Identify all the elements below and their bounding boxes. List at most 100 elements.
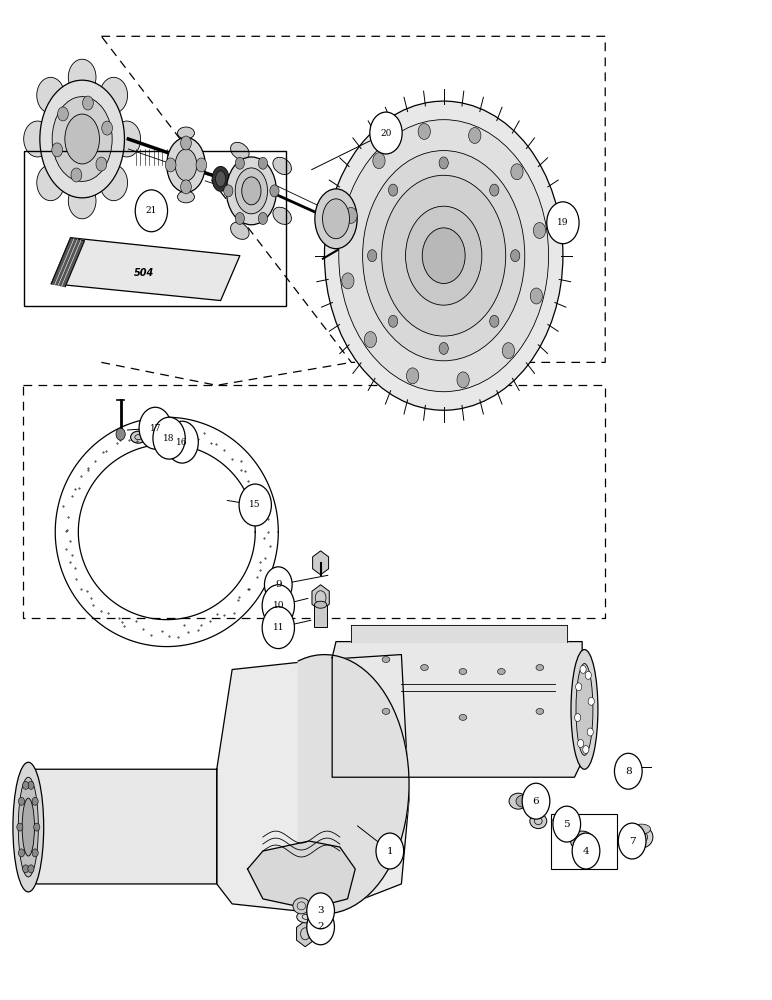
Text: 7: 7	[629, 837, 635, 846]
Ellipse shape	[459, 714, 467, 720]
Circle shape	[367, 250, 377, 262]
Ellipse shape	[242, 177, 261, 205]
Text: 1: 1	[387, 847, 393, 856]
Ellipse shape	[571, 650, 598, 769]
Ellipse shape	[231, 222, 249, 239]
Ellipse shape	[175, 149, 197, 181]
Ellipse shape	[323, 199, 350, 239]
Circle shape	[139, 407, 171, 449]
Circle shape	[615, 753, 642, 789]
Circle shape	[422, 228, 466, 284]
Polygon shape	[298, 655, 409, 914]
Circle shape	[265, 567, 292, 603]
Ellipse shape	[571, 831, 594, 851]
Ellipse shape	[40, 80, 124, 198]
Ellipse shape	[130, 431, 146, 443]
Circle shape	[166, 421, 198, 463]
Circle shape	[533, 223, 546, 238]
Ellipse shape	[231, 142, 249, 160]
Text: 20: 20	[381, 129, 391, 138]
Ellipse shape	[382, 708, 390, 714]
Circle shape	[113, 121, 141, 157]
Circle shape	[511, 164, 523, 180]
Circle shape	[489, 184, 499, 196]
Circle shape	[418, 123, 431, 139]
Circle shape	[342, 273, 354, 289]
Circle shape	[165, 158, 176, 172]
Bar	[314, 605, 327, 627]
Ellipse shape	[215, 171, 225, 187]
Ellipse shape	[530, 814, 547, 829]
Text: 6: 6	[533, 797, 540, 806]
Circle shape	[388, 184, 398, 196]
Ellipse shape	[315, 189, 357, 249]
Circle shape	[579, 837, 585, 845]
Text: 5: 5	[564, 820, 570, 829]
Bar	[169, 437, 180, 451]
Circle shape	[24, 121, 52, 157]
Circle shape	[388, 315, 398, 327]
Circle shape	[32, 797, 39, 805]
Ellipse shape	[22, 798, 35, 856]
Circle shape	[196, 158, 207, 172]
Ellipse shape	[382, 657, 390, 663]
Circle shape	[364, 332, 377, 348]
Ellipse shape	[235, 168, 268, 214]
Polygon shape	[217, 655, 409, 914]
Circle shape	[100, 77, 127, 113]
Ellipse shape	[57, 98, 84, 120]
Ellipse shape	[536, 708, 543, 714]
Text: 2: 2	[317, 922, 324, 931]
Circle shape	[587, 728, 594, 736]
Circle shape	[262, 607, 294, 649]
Circle shape	[135, 190, 168, 232]
Circle shape	[22, 781, 29, 789]
Ellipse shape	[13, 762, 44, 892]
Circle shape	[577, 740, 584, 747]
Circle shape	[270, 185, 279, 197]
Circle shape	[381, 175, 506, 336]
Circle shape	[553, 806, 581, 842]
Circle shape	[37, 77, 64, 113]
Circle shape	[34, 823, 40, 831]
Circle shape	[96, 157, 107, 171]
Circle shape	[68, 59, 96, 95]
Circle shape	[116, 428, 125, 440]
Ellipse shape	[536, 665, 543, 671]
Ellipse shape	[273, 157, 292, 175]
Ellipse shape	[178, 191, 195, 203]
Circle shape	[224, 185, 233, 197]
Text: 9: 9	[275, 580, 282, 589]
Circle shape	[439, 157, 449, 169]
Circle shape	[68, 183, 96, 219]
Circle shape	[585, 671, 591, 679]
Ellipse shape	[293, 898, 310, 914]
Circle shape	[52, 143, 63, 157]
Text: 504: 504	[134, 268, 154, 278]
Ellipse shape	[421, 665, 428, 671]
Circle shape	[28, 781, 34, 789]
Text: 3: 3	[317, 906, 324, 915]
Circle shape	[259, 157, 268, 169]
Ellipse shape	[212, 166, 229, 191]
Circle shape	[32, 849, 39, 857]
Circle shape	[469, 128, 481, 143]
Circle shape	[580, 665, 586, 673]
Ellipse shape	[57, 158, 84, 180]
Circle shape	[19, 797, 25, 805]
Text: 19: 19	[557, 218, 569, 227]
Text: 10: 10	[273, 601, 284, 610]
Circle shape	[626, 759, 638, 775]
Ellipse shape	[273, 207, 292, 224]
Polygon shape	[351, 625, 567, 642]
Ellipse shape	[52, 97, 112, 181]
Circle shape	[100, 165, 127, 201]
Circle shape	[373, 153, 385, 169]
Circle shape	[503, 343, 515, 359]
Circle shape	[530, 288, 543, 304]
Bar	[551, 814, 617, 869]
Ellipse shape	[314, 601, 327, 608]
Circle shape	[306, 909, 334, 945]
Circle shape	[457, 372, 469, 388]
Circle shape	[235, 213, 245, 224]
